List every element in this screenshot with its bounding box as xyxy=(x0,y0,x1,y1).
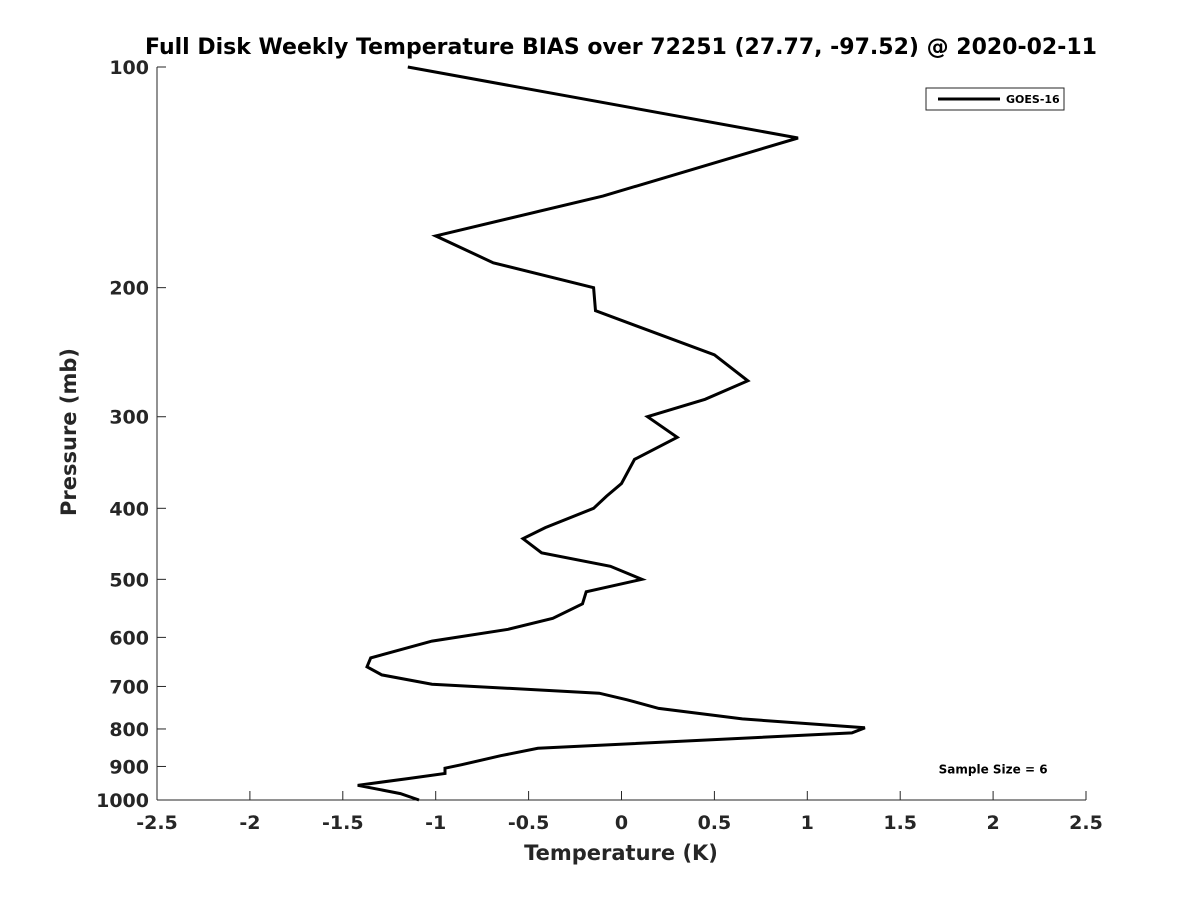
y-tick-label: 700 xyxy=(109,676,149,698)
annotations: Sample Size = 6 xyxy=(939,762,1048,776)
legend-label: GOES-16 xyxy=(1006,93,1060,106)
series-line xyxy=(357,65,866,802)
y-tick-label: 200 xyxy=(109,278,149,300)
x-tick-label: 1 xyxy=(801,812,814,834)
y-tick-label: 800 xyxy=(109,719,149,741)
x-tick-label: 0.5 xyxy=(698,812,732,834)
x-tick-label: 0 xyxy=(615,812,628,834)
y-tick-label: 600 xyxy=(109,627,149,649)
x-axis-label: Temperature (K) xyxy=(524,841,718,865)
legend: GOES-16 xyxy=(925,87,1065,111)
x-tick-label: -1.5 xyxy=(322,812,364,834)
annotation-label: Sample Size = 6 xyxy=(939,762,1048,776)
chart-title: Full Disk Weekly Temperature BIAS over 7… xyxy=(145,35,1097,60)
axes: -2.5 -2 -1.5 -1 -0.5 0 0.5 1 1.5 2 2.5 100 200 300 400… xyxy=(96,57,1103,834)
y-tick-label: 100 xyxy=(109,57,149,79)
x-tick-label: -1 xyxy=(425,812,446,834)
y-axis-label: Pressure (mb) xyxy=(57,348,81,516)
y-tick-label: 500 xyxy=(109,569,149,591)
y-tick-label: 900 xyxy=(109,756,149,778)
x-tick-label: -0.5 xyxy=(508,812,550,834)
y-tick-label: 400 xyxy=(109,498,149,520)
y-tick-label: 300 xyxy=(109,407,149,429)
x-tick-label: 2 xyxy=(986,812,999,834)
y-tick-label: 1000 xyxy=(96,790,149,812)
x-tick-label: 1.5 xyxy=(883,812,917,834)
x-tick-label: 2.5 xyxy=(1069,812,1103,834)
series-layer xyxy=(357,65,866,802)
x-tick-label: -2.5 xyxy=(136,812,178,834)
x-tick-label: -2 xyxy=(239,812,260,834)
